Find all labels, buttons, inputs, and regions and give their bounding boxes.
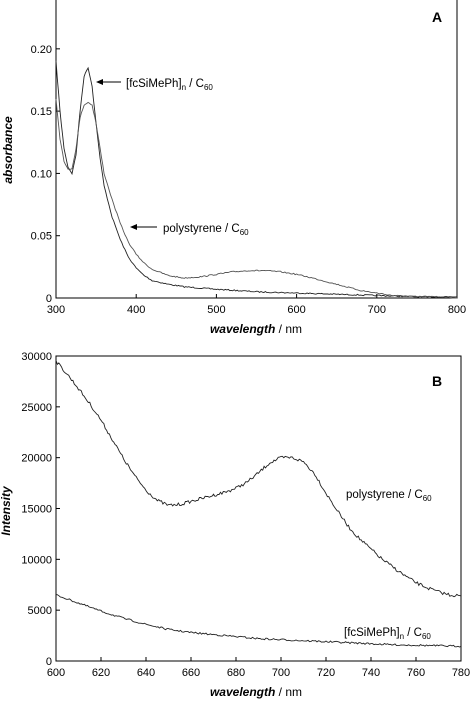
panel-b-series (55, 360, 462, 648)
panel-b-x-axis-title-unit: nm (285, 685, 302, 699)
panel-b-x-axis-title: wavelength / nm (210, 685, 302, 699)
panel-b-x-tick-label: 780 (452, 667, 470, 679)
panel-a-y-tick-label: 0.10 (31, 168, 52, 180)
panel-a-x-tick-label: 700 (368, 304, 386, 316)
panel-b-x-tick-label: 740 (362, 667, 380, 679)
panel-a-annotation-fcsimeph-label: [fcSiMePh]n / C60 (126, 78, 213, 92)
panel-a-y-axis-title: absorbance (1, 116, 15, 184)
panel-a-series-line-first (55, 60, 458, 298)
panel-a-y-tick-label: 0.20 (31, 44, 52, 56)
panel-b-x-tick-label: 620 (92, 667, 110, 679)
panel-a-y-tick-label: 0 (46, 293, 52, 305)
panel-b-x-tick-label: 600 (47, 667, 65, 679)
panel-a-x-tick-label: 800 (448, 304, 466, 316)
panel-a-absorbance-chart: A 0 0.05 0.10 0.15 0.20 300 400 500 600 700 800 a… (1, 0, 466, 336)
panel-a-x-axis-title-unit: nm (285, 322, 302, 336)
panel-a-y-tick-label: 0.05 (31, 231, 52, 243)
panel-a-y-tick-label: 0.15 (31, 106, 52, 118)
panel-b-annotation-polystyrene-label: polystyrene / C60 (346, 489, 432, 503)
panel-b-x-tick-label: 680 (227, 667, 245, 679)
panel-b-series-line-first (55, 360, 462, 598)
panel-b-y-tick-label: 5000 (28, 605, 52, 617)
panel-a-series-line-second (55, 98, 457, 299)
panel-a-annotation-fcsimeph: [fcSiMePh]n / C60 (96, 78, 213, 92)
panel-b-y-ticks: 0 5000 10000 15000 20000 25000 30000 (21, 351, 60, 668)
panel-a-annotation-polystyrene-label: polystyrene / C60 (163, 223, 249, 237)
panel-b-y-tick-label: 10000 (21, 554, 52, 566)
panel-b-y-tick-label: 30000 (21, 351, 52, 363)
panel-a-x-tick-label: 600 (287, 304, 305, 316)
panel-a-x-tick-label: 400 (127, 304, 145, 316)
panel-a-y-ticks: 0 0.05 0.10 0.15 0.20 (31, 44, 60, 305)
panel-a-label: A (432, 9, 442, 25)
panel-a-x-axis-title: wavelength / nm (210, 322, 302, 336)
panel-a-x-ticks: 300 400 500 600 700 800 (47, 294, 466, 316)
panel-b-label: B (432, 373, 442, 389)
panel-b-x-tick-label: 700 (272, 667, 290, 679)
panel-a-x-tick-label: 300 (47, 304, 65, 316)
panel-a-annotation-fcsimeph-arrowhead (96, 79, 103, 85)
panel-b-x-axis-title-quantity: wavelength (210, 685, 275, 699)
panel-b-x-tick-label: 720 (317, 667, 335, 679)
panel-b-plot-frame (55, 355, 462, 662)
panel-b-y-axis-title: Intensity (0, 485, 13, 536)
panel-b-y-tick-label: 0 (46, 656, 52, 668)
panel-a-plot-frame (55, 0, 458, 299)
panel-b-x-tick-label: 640 (137, 667, 155, 679)
panel-b-y-tick-label: 20000 (21, 453, 52, 465)
panel-b-y-tick-label: 15000 (21, 504, 52, 516)
panel-a-series (55, 60, 458, 299)
panel-a-annotation-polystyrene-arrowhead (130, 224, 137, 230)
panel-b-series-line-second (55, 594, 462, 648)
panel-b-annotation-fcsimeph-label: [fcSiMePh]n / C60 (344, 627, 431, 641)
panel-a-x-tick-label: 500 (207, 304, 225, 316)
panel-a-x-axis-title-quantity: wavelength (210, 322, 275, 336)
panel-b-y-tick-label: 25000 (21, 402, 52, 414)
panel-b-x-tick-label: 760 (407, 667, 425, 679)
panel-b-x-tick-label: 660 (182, 667, 200, 679)
panel-b-x-ticks: 600 620 640 660 680 700 720 740 760 780 (47, 657, 470, 679)
panel-a-annotation-polystyrene: polystyrene / C60 (130, 223, 249, 237)
